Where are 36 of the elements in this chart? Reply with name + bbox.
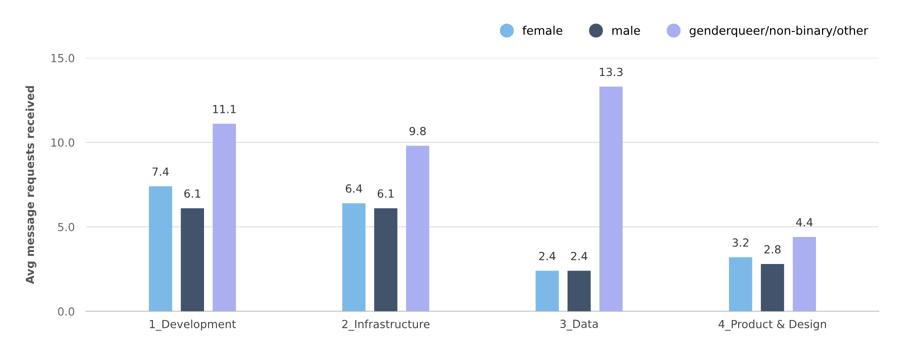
- data-label: 4.4: [796, 218, 813, 226]
- y-tick-label: 10.0: [51, 138, 74, 147]
- bar: [212, 124, 236, 312]
- data-label: 2.8: [764, 245, 781, 254]
- x-tick-label: 2_Infrastructure: [342, 320, 430, 331]
- bar: [180, 208, 204, 312]
- data-label: 2.4: [571, 252, 588, 260]
- bar: [728, 257, 752, 312]
- bar: [568, 270, 591, 312]
- bar: [536, 270, 559, 312]
- data-label: 6.1: [184, 189, 200, 198]
- y-tick-label: 5.0: [58, 222, 74, 232]
- bar: [374, 208, 398, 312]
- data-label: 11.1: [213, 105, 236, 114]
- data-label: 2.4: [539, 252, 556, 260]
- data-label: 13.3: [600, 68, 623, 76]
- y-axis-title: Avg message requests received: [25, 86, 36, 284]
- data-label: 9.8: [410, 126, 426, 136]
- legend-label: genderqueer/non-binary/other: [690, 26, 868, 38]
- y-tick-label: 15.0: [51, 54, 74, 62]
- data-label: 6.4: [346, 184, 362, 193]
- x-tick-label: 4_Product & Design: [718, 320, 826, 331]
- bar: [342, 203, 366, 312]
- x-tick-label: 3_Data: [560, 320, 598, 331]
- data-label: 7.4: [152, 168, 169, 176]
- y-tick-label: 0.0: [58, 307, 74, 316]
- x-tick-label: 1_Development: [150, 320, 236, 331]
- legend-label: female: [522, 26, 562, 35]
- bar: [148, 186, 172, 312]
- bar: [599, 86, 623, 312]
- bar: [760, 264, 784, 312]
- data-label: 3.2: [732, 238, 748, 247]
- legend-label: male: [612, 26, 640, 35]
- bar: [406, 146, 430, 312]
- data-label: 6.1: [378, 189, 394, 198]
- bar: [792, 236, 816, 312]
